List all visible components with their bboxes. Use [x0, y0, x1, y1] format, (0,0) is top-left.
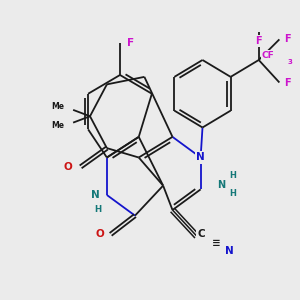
Text: F: F: [127, 38, 134, 48]
Text: N: N: [91, 190, 100, 200]
Text: H: H: [94, 205, 101, 214]
Text: Me: Me: [52, 121, 64, 130]
Text: N: N: [217, 180, 225, 190]
Text: F: F: [284, 77, 291, 88]
Text: O: O: [95, 230, 104, 239]
Text: N: N: [226, 245, 234, 256]
Text: C: C: [198, 230, 205, 239]
Text: CF: CF: [262, 51, 275, 60]
Text: N: N: [196, 152, 205, 163]
Text: H: H: [229, 189, 236, 198]
Text: Me: Me: [52, 102, 64, 111]
Text: ≡: ≡: [212, 238, 221, 248]
Text: O: O: [63, 162, 72, 172]
Text: 3: 3: [287, 59, 292, 65]
Text: F: F: [255, 36, 262, 46]
Text: F: F: [284, 34, 291, 44]
Text: H: H: [229, 171, 236, 180]
